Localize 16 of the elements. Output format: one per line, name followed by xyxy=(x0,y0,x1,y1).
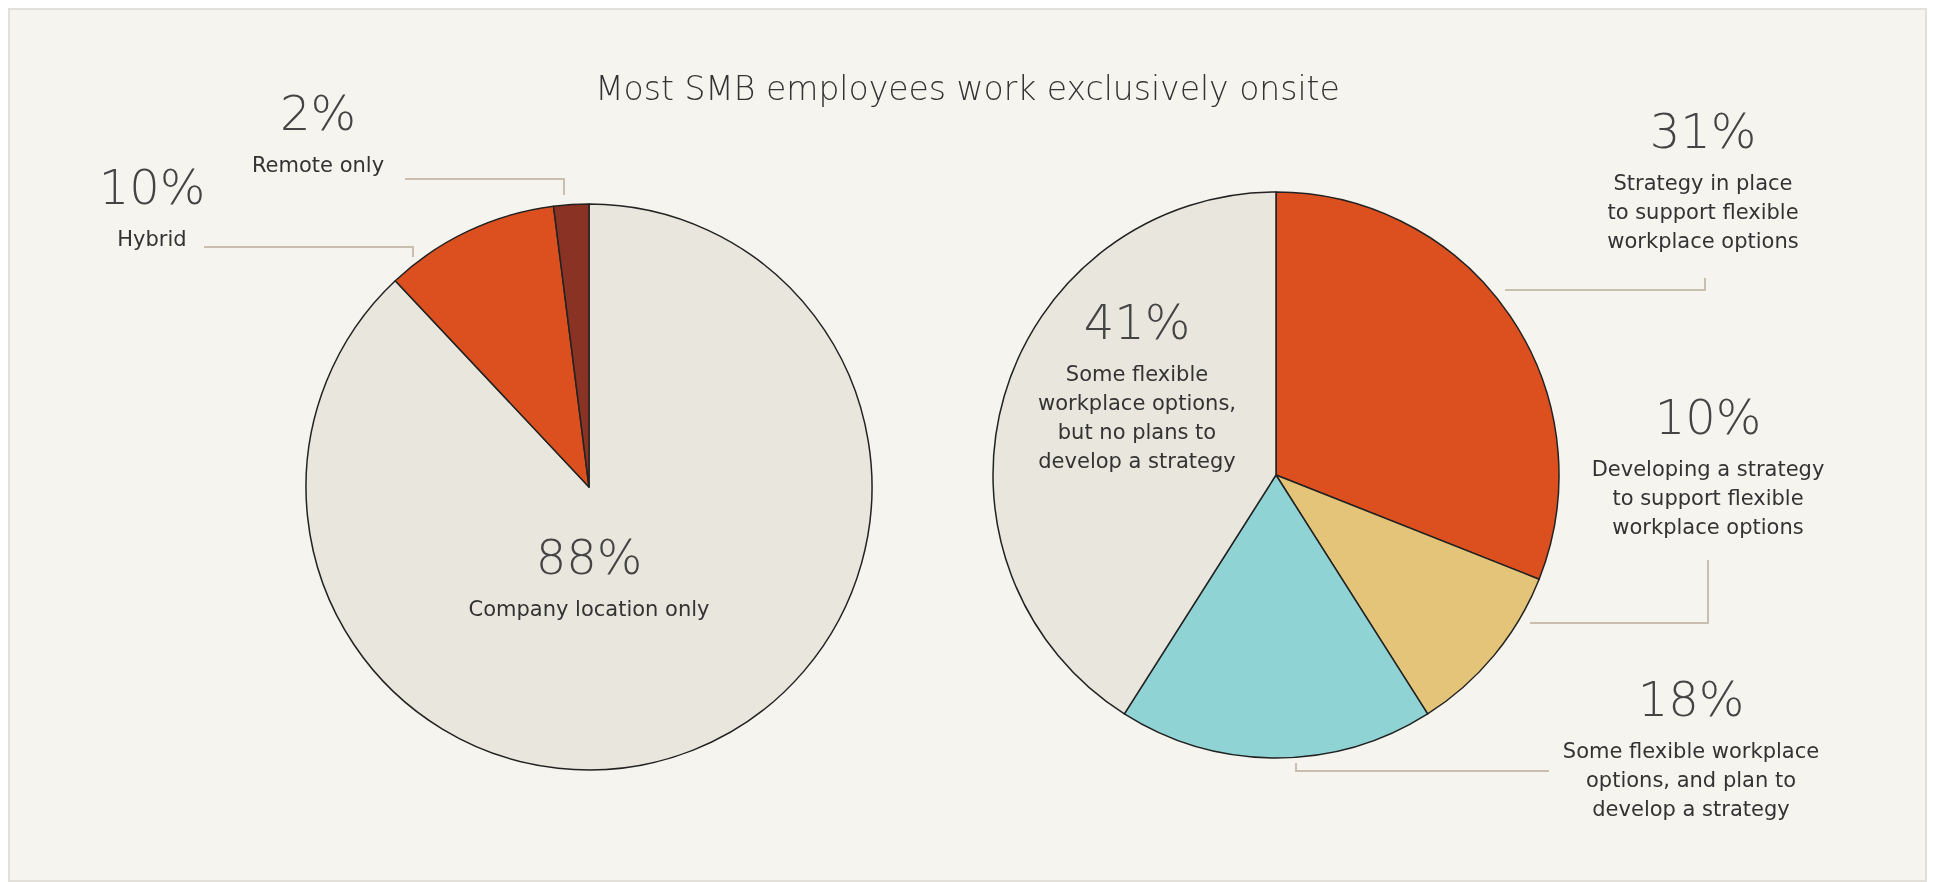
pie-slice xyxy=(305,203,873,771)
data-label: 2% xyxy=(279,85,357,141)
slice-label: Strategy in place to support flexible workplace options xyxy=(1607,171,1799,253)
data-label: 10% xyxy=(98,159,206,215)
data-label: 18% xyxy=(1637,671,1745,727)
slice-label: Some flexible workplace options, and plan to develop a strategy xyxy=(1562,739,1820,821)
text: Most SMB employees work exclusively onsite xyxy=(595,69,1340,108)
data-label: 31% xyxy=(1649,103,1757,159)
slice-label: Some flexible workplace options, but no plans to develop a strategy xyxy=(1037,362,1237,473)
data-label: 88% xyxy=(535,529,643,585)
slice-label: Company location only xyxy=(468,597,710,621)
data-label: 41% xyxy=(1083,294,1191,350)
slice-label: Remote only xyxy=(251,153,385,177)
data-label: 10% xyxy=(1654,389,1762,445)
slice-label: Hybrid xyxy=(117,227,187,251)
slice-label: Developing a strategy to support flexible workplace options xyxy=(1591,457,1825,539)
